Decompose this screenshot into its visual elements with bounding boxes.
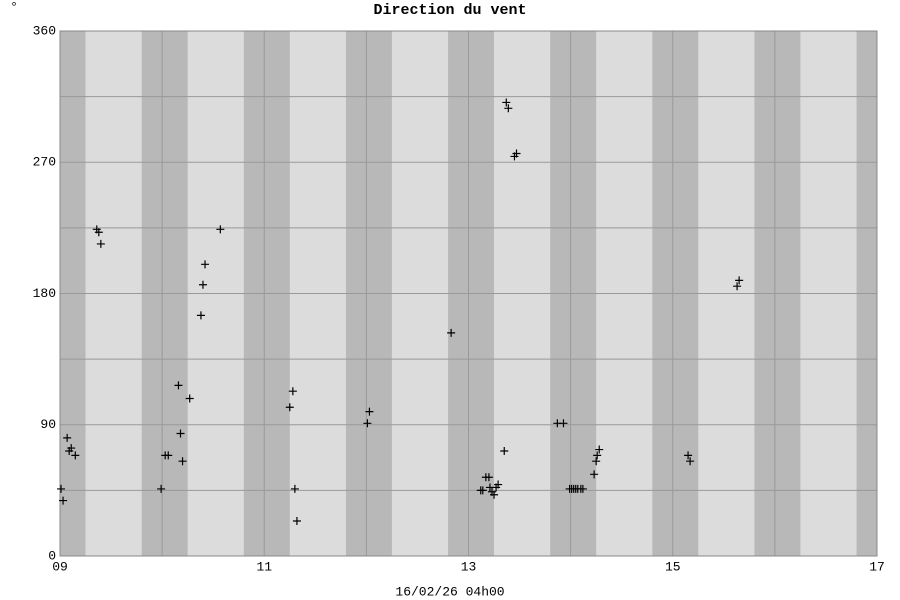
point xyxy=(67,444,76,453)
point xyxy=(490,490,499,499)
point xyxy=(157,484,166,493)
point xyxy=(684,451,693,460)
point xyxy=(478,486,487,495)
point xyxy=(686,457,695,466)
point xyxy=(198,280,207,289)
plot-frame xyxy=(59,30,878,557)
point xyxy=(494,480,503,489)
point xyxy=(447,328,456,337)
point xyxy=(288,387,297,396)
y-tick-label: 270 xyxy=(33,155,56,170)
x-tick-label: 17 xyxy=(869,559,885,574)
point xyxy=(595,445,604,454)
point xyxy=(96,239,105,248)
y-tick-label: 90 xyxy=(40,417,56,432)
point xyxy=(292,517,301,525)
point xyxy=(176,429,185,438)
y-tick-label: 0 xyxy=(48,548,56,563)
point xyxy=(504,104,513,113)
point xyxy=(216,225,225,234)
point xyxy=(559,419,568,428)
point xyxy=(174,381,183,390)
point xyxy=(365,407,374,416)
chart-title: Direction du vent xyxy=(373,2,526,19)
point xyxy=(512,149,521,158)
point xyxy=(71,451,80,460)
point xyxy=(185,394,194,403)
point xyxy=(590,470,599,479)
point xyxy=(178,457,187,466)
x-tick-label: 15 xyxy=(665,559,681,574)
point xyxy=(593,451,602,460)
x-tick-label: 11 xyxy=(256,559,272,574)
point xyxy=(94,228,103,237)
point xyxy=(592,457,601,466)
point xyxy=(285,403,294,412)
point xyxy=(57,484,66,493)
x-axis-label: 16/02/26 04h00 xyxy=(395,584,504,599)
point xyxy=(502,98,511,107)
y-tick-label: 360 xyxy=(33,23,56,38)
y-tick-label: 180 xyxy=(33,286,56,301)
point xyxy=(733,282,742,291)
point xyxy=(578,484,587,493)
y-axis-label: ° xyxy=(10,0,18,14)
x-tick-label: 13 xyxy=(461,559,477,574)
point xyxy=(63,433,72,442)
point xyxy=(164,451,173,460)
point xyxy=(363,419,372,428)
point xyxy=(201,260,210,269)
point xyxy=(484,473,493,482)
point xyxy=(196,311,205,320)
point xyxy=(59,496,68,505)
x-tick-label: 09 xyxy=(52,559,68,574)
point xyxy=(290,484,299,493)
point xyxy=(735,276,744,285)
point xyxy=(500,447,509,455)
